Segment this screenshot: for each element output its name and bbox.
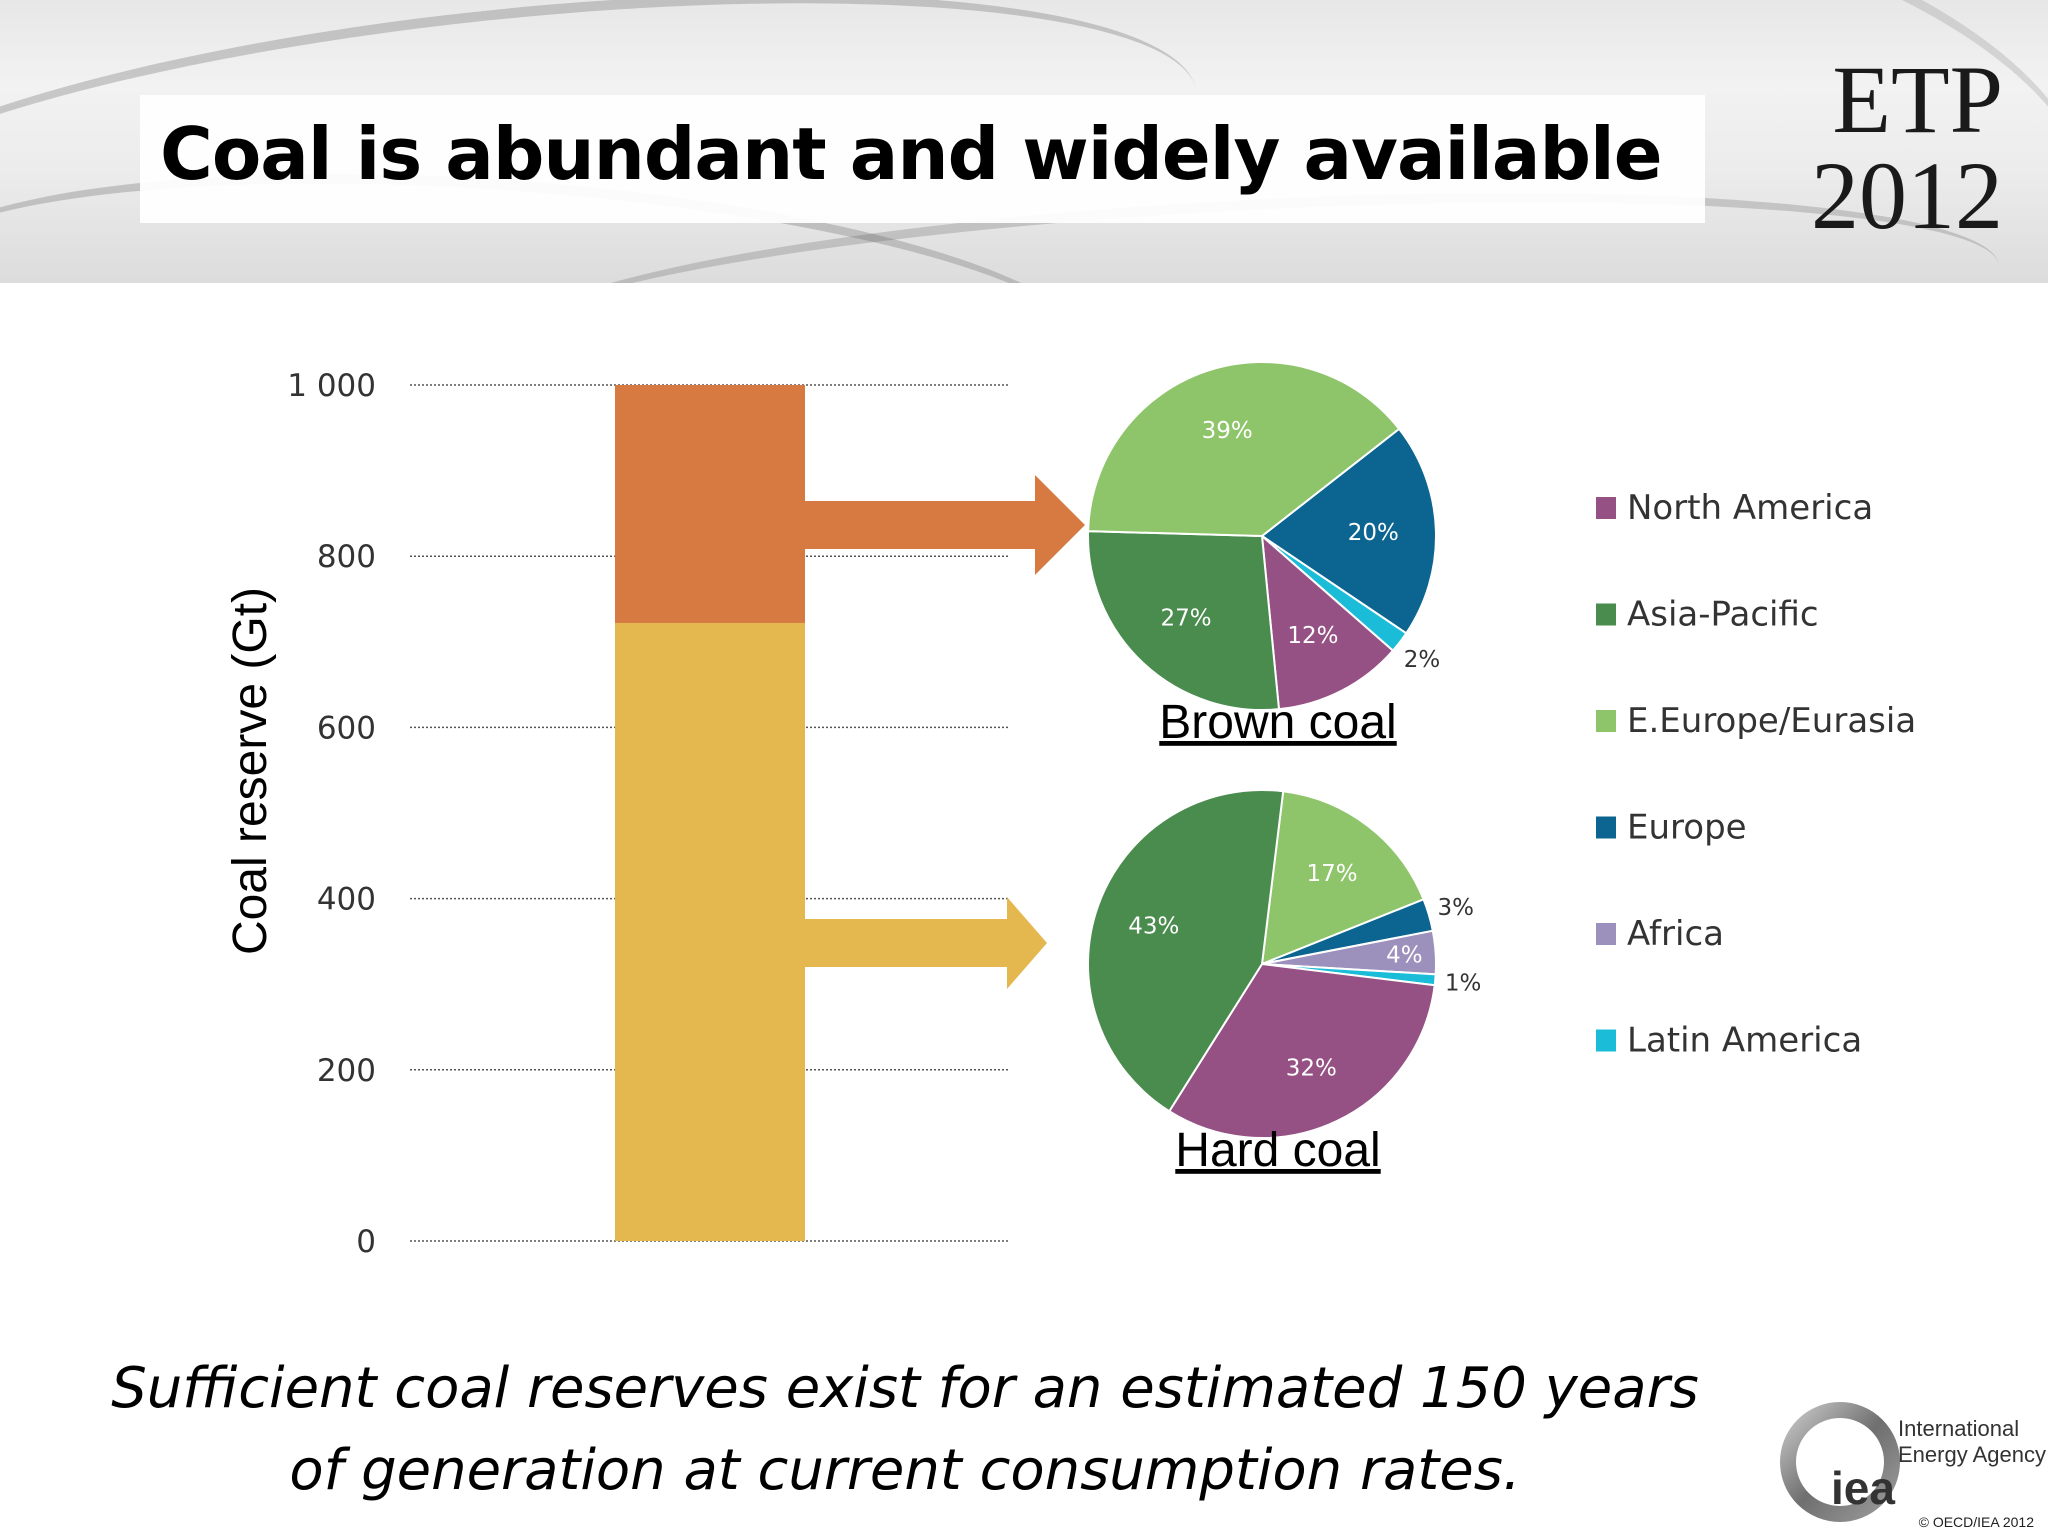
legend-label-latin-america: Latin America	[1627, 1021, 1862, 1061]
y-tick-label-800: 800	[317, 539, 376, 575]
brown-coal-slice-europe	[1260, 427, 1437, 635]
arrow-hard-coal	[805, 897, 1047, 989]
y-tick-label-200: 200	[317, 1053, 376, 1089]
iea-name: International Energy Agency	[1898, 1416, 2046, 1467]
hard-coal-label-e-europe-eurasia: 17%	[1307, 861, 1358, 887]
y-tick-label-600: 600	[317, 710, 376, 746]
brown-coal-slice-north-america	[1260, 533, 1395, 711]
hard-coal-label-north-america: 32%	[1286, 1056, 1337, 1082]
legend-label-europe: Europe	[1627, 808, 1747, 848]
title-box	[140, 95, 1705, 223]
slide-title: Coal is abundant and widely available	[160, 112, 1663, 196]
hard-coal-label-latin-america: 1%	[1445, 970, 1482, 996]
brand-etp: ETP	[1832, 46, 2003, 153]
chart-area: 0 200 400 600 800 1 000 Coal reserve (Gt) 20%…	[224, 361, 1916, 1260]
legend-swatch-latin-america	[1596, 1029, 1616, 1052]
bar-segment-hard-coal	[615, 622, 805, 1241]
legend-label-north-america: North America	[1627, 488, 1873, 528]
arrow-brown-coal	[805, 475, 1085, 575]
hard-coal-slice-e-europe-eurasia	[1260, 790, 1425, 966]
pie-title-hard-coal: Hard coal	[1175, 1124, 1380, 1177]
brown-coal-label-e-europe-eurasia: 39%	[1202, 418, 1253, 444]
bar-segment-brown-coal	[615, 385, 805, 623]
bar-chart-y-tick-labels: 0 200 400 600 800 1 000	[287, 368, 376, 1260]
brown-coal-slice-e-europe-eurasia	[1087, 361, 1401, 538]
legend-swatch-europe	[1596, 816, 1616, 839]
pie-hard-coal: 17% 3% 4% 1% 32% 43%	[1087, 789, 1482, 1139]
footnote-line2: of generation at current consumption rat…	[289, 1438, 1521, 1503]
legend-label-asia-pacific: Asia-Pacific	[1627, 595, 1819, 635]
legend-swatch-asia-pacific	[1596, 603, 1616, 626]
brown-coal-label-europe: 20%	[1348, 520, 1399, 546]
y-tick-label-0: 0	[356, 1224, 376, 1260]
pie-title-brown-coal: Brown coal	[1159, 696, 1396, 749]
arrows	[805, 475, 1085, 989]
iea-logo: iea	[1780, 1402, 1900, 1522]
hard-coal-label-asia-pacific: 43%	[1128, 913, 1179, 939]
stacked-bar	[615, 385, 805, 1241]
legend-label-africa: Africa	[1627, 914, 1724, 954]
copyright: © OECD/IEA 2012	[1918, 1514, 2034, 1530]
brown-coal-label-latin-america: 2%	[1404, 647, 1441, 673]
iea-mark: iea	[1831, 1462, 1895, 1514]
hard-coal-label-africa: 4%	[1386, 943, 1423, 969]
brown-coal-label-asia-pacific: 27%	[1160, 605, 1211, 631]
y-tick-label-400: 400	[317, 882, 376, 918]
legend: North America Asia-Pacific E.Europe/Eurasi…	[1596, 488, 1916, 1061]
brand-year: 2012	[1811, 142, 2003, 249]
brown-coal-label-north-america: 12%	[1287, 623, 1338, 649]
y-tick-label-1000: 1 000	[287, 368, 376, 404]
brown-coal-slice-asia-pacific	[1087, 530, 1281, 711]
iea-ring-icon	[1780, 1402, 1900, 1522]
pie-brown-coal: 20% 2% 12% 27% 39%	[1087, 361, 1441, 711]
legend-swatch-africa	[1596, 923, 1616, 945]
hard-coal-slice-asia-pacific	[1087, 789, 1285, 1113]
y-axis-title: Coal reserve (Gt)	[224, 587, 277, 955]
footnote: Sufficient coal reserves exist for an es…	[100, 1348, 1710, 1512]
legend-label-e-europe-eurasia: E.Europe/Eurasia	[1627, 701, 1916, 741]
legend-swatch-e-europe-eurasia	[1596, 710, 1616, 732]
hard-coal-label-europe: 3%	[1438, 895, 1475, 921]
legend-swatch-north-america	[1596, 497, 1616, 519]
footnote-line1: Sufficient coal reserves exist for an es…	[111, 1356, 1699, 1421]
